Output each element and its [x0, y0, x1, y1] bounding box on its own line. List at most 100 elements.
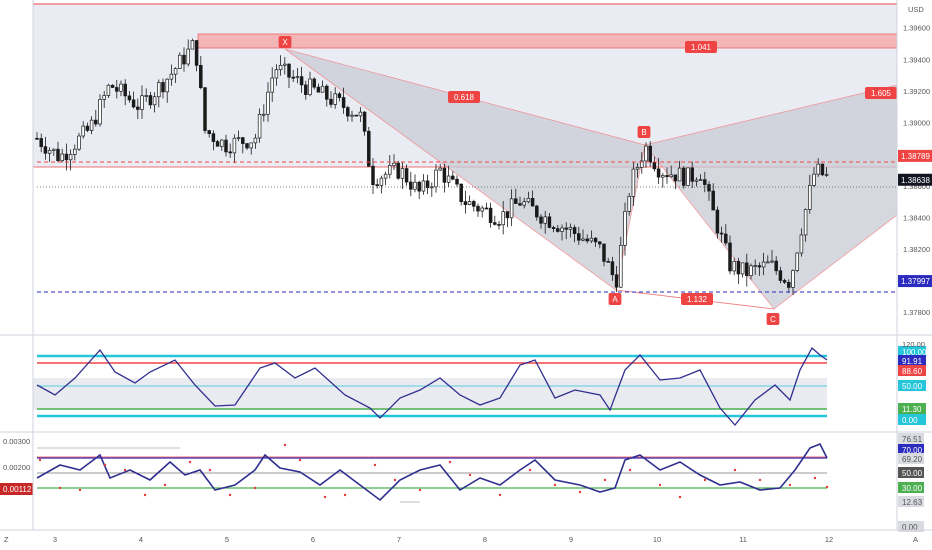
candle-body: [572, 227, 577, 234]
candle-body: [514, 198, 518, 204]
candle-body: [568, 227, 573, 230]
osc2-dot: [58, 486, 62, 490]
candle-body: [614, 274, 619, 288]
candle-body: [241, 137, 245, 144]
candle-body: [161, 82, 165, 93]
candle-body: [598, 241, 602, 245]
candle-body: [354, 114, 358, 117]
candle-body: [501, 211, 505, 226]
y-tick-label: 1.39400: [903, 55, 930, 64]
candle-body: [278, 64, 283, 71]
osc1-line: [36, 346, 828, 427]
osc2-dot: [603, 478, 607, 482]
candle-body: [656, 168, 661, 178]
candle-body: [274, 69, 279, 79]
osc1-label-bg: [898, 414, 926, 425]
harmonic-pattern: [197, 33, 898, 310]
osc2-label: 12.63: [902, 498, 923, 507]
osc1-label: 100.00: [902, 348, 927, 357]
candle-body: [375, 184, 379, 186]
osc1-lines: [36, 346, 828, 427]
candle-body: [182, 54, 186, 65]
candle-body: [253, 137, 258, 144]
ratio-0-618-badge: [448, 91, 480, 103]
osc2-dot: [448, 460, 452, 464]
candle-body: [102, 95, 106, 100]
candle-body: [89, 119, 94, 131]
candle-body: [619, 244, 623, 288]
candle-body: [358, 111, 363, 117]
candle-body: [556, 228, 560, 232]
candle-body: [270, 77, 274, 93]
osc2-dot: [208, 468, 212, 472]
osc1-label: 50.00: [902, 382, 923, 391]
candle-body: [123, 83, 127, 97]
candle-body: [677, 167, 682, 182]
candle-body: [383, 173, 388, 179]
candle-body: [438, 167, 442, 171]
candle-body: [442, 167, 447, 183]
candle-body: [812, 173, 816, 186]
candle-body: [488, 207, 493, 223]
candle-body: [648, 145, 652, 163]
candle-body: [211, 133, 216, 142]
candle-body: [795, 252, 799, 271]
osc1-mid-band: [33, 378, 827, 410]
main-price-panel[interactable]: X A B C 0.618 1.041 1.605 1.132 USD 1.39600 1.39…: [33, 0, 932, 333]
candle-body: [530, 198, 535, 207]
osc2-dot: [758, 478, 762, 482]
osc2-dot: [103, 463, 107, 467]
candle-body: [295, 76, 300, 79]
candle-body: [346, 107, 350, 117]
candle-body: [152, 96, 157, 106]
candles-group: [35, 38, 829, 296]
osc2-dot: [78, 488, 82, 492]
candle-body: [207, 130, 211, 134]
candle-body: [266, 91, 270, 115]
x-tick-label: 8: [483, 535, 487, 544]
osc2-dot: [163, 483, 167, 487]
bottom-left-corner-label[interactable]: Z: [4, 535, 9, 544]
candle-body: [371, 165, 375, 185]
candle-body: [388, 165, 392, 175]
candle-body: [341, 97, 346, 108]
osc2-label: 76.51: [902, 435, 923, 444]
osc2-label: 69.20: [902, 455, 923, 464]
y-tick-label: 1.37800: [903, 308, 930, 317]
osc2-dot: [733, 468, 737, 472]
price-levels: [37, 161, 897, 293]
bottom-right-corner-label[interactable]: A: [913, 535, 918, 544]
candle-body: [446, 175, 451, 183]
y-tick-label: 1.39600: [903, 24, 930, 33]
candle-body: [362, 111, 367, 132]
candle-body: [350, 114, 354, 117]
candle-body: [753, 265, 757, 267]
y-tick-label: 1.38600: [903, 182, 930, 191]
candle-body: [455, 178, 459, 185]
candle-body: [463, 201, 468, 205]
candle-body: [316, 86, 321, 93]
osc2-line: [36, 442, 828, 502]
candle-body: [320, 85, 325, 93]
ratio-1-041: 1.041: [691, 43, 712, 52]
candle-body: [816, 163, 820, 175]
x-tick-label: 11: [739, 535, 747, 544]
time-axis[interactable]: 3 4 5 6 7 8 9 10 11 12: [53, 535, 833, 544]
candle-body: [732, 261, 736, 272]
candle-body: [110, 84, 115, 88]
price-label: 1.37997: [901, 277, 930, 286]
candle-body: [367, 130, 371, 167]
ratio-1-605-badge: [865, 87, 897, 99]
osc2-dot: [188, 460, 192, 464]
osc2-label-bg: [898, 496, 924, 507]
main-y-axis[interactable]: 1.396001.394001.392001.390001.388001.386…: [898, 24, 932, 317]
candle-body: [719, 232, 724, 235]
osc1-label-bg: [898, 403, 926, 414]
candle-body: [782, 280, 787, 283]
ratio-1-605: 1.605: [871, 89, 892, 98]
